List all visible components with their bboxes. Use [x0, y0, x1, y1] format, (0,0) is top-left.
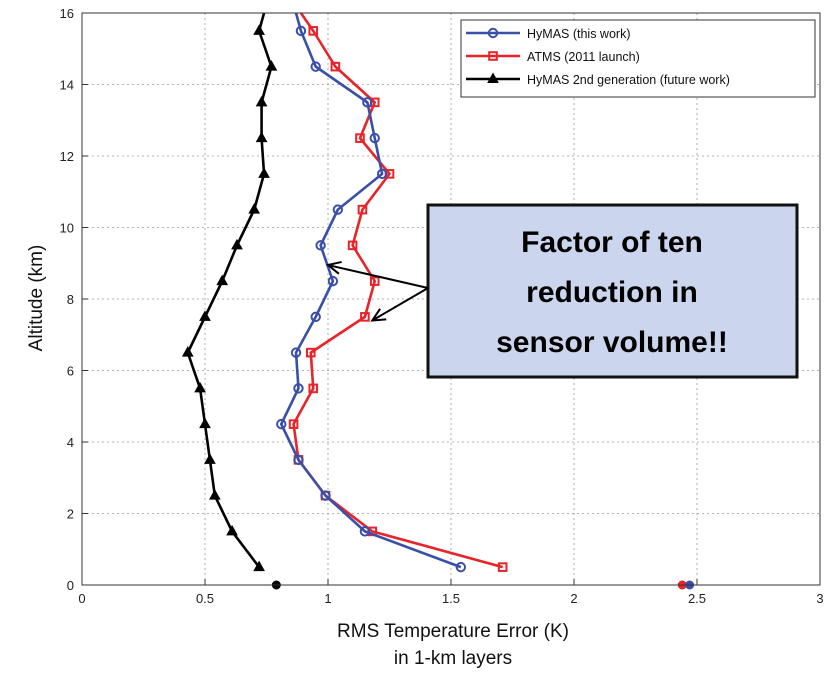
- data-point: [265, 60, 278, 71]
- y-tick-label: 6: [67, 364, 74, 379]
- data-point: [253, 560, 265, 572]
- y-tick-label: 8: [67, 292, 74, 307]
- series-triangle: [181, 12, 281, 590]
- data-point: [288, 419, 299, 429]
- data-point: [295, 25, 307, 37]
- legend-label: ATMS (2011 launch): [527, 50, 640, 64]
- legend-label: HyMAS 2nd generation (future work): [527, 73, 730, 87]
- data-point: [369, 132, 380, 144]
- x-tick-label: 1: [324, 591, 331, 606]
- data-point: [194, 381, 206, 393]
- arrow-shaft: [327, 264, 429, 289]
- data-point: [226, 524, 238, 536]
- x-tick-label: 2: [570, 591, 577, 606]
- data-point: [293, 383, 304, 394]
- ticks: 0 0.5 1 1.5 2 2.5 3 0 2 4 6 8 10 12 14 16: [60, 6, 824, 606]
- data-point: [369, 276, 380, 286]
- data-point: [248, 203, 261, 214]
- x-axis-title: RMS Temperature Error (K): [337, 621, 569, 642]
- legend-swatch-marker: [487, 27, 499, 39]
- data-point: [357, 204, 368, 215]
- data-point: [255, 95, 268, 107]
- callout-line-2: reduction in: [526, 276, 698, 309]
- y-axis-title: Altitude (km): [26, 245, 47, 352]
- series-line: [186, 12, 273, 568]
- callout-line-3: sensor volume!!: [496, 326, 728, 359]
- y-tick-label: 10: [60, 221, 74, 236]
- data-point: [330, 61, 341, 72]
- arrow-head: [370, 308, 387, 322]
- y-tick-label: 2: [67, 507, 74, 522]
- arrow-shaft: [371, 287, 429, 322]
- data-point: [327, 275, 339, 287]
- data-point: [455, 561, 467, 573]
- legend-swatch-marker: [488, 51, 498, 61]
- series-layer: [181, 12, 695, 590]
- legend: HyMAS (this work) ATMS (2011 launch) HyMAS…: [460, 19, 816, 98]
- data-point: [315, 240, 326, 251]
- y-tick-label: 14: [60, 78, 74, 93]
- data-point: [376, 168, 388, 180]
- data-point: [258, 167, 270, 178]
- data-point: [497, 562, 508, 572]
- data-point: [290, 347, 302, 358]
- x-tick-label: 0: [78, 591, 85, 606]
- data-point: [255, 131, 268, 143]
- callout-box: [426, 203, 799, 379]
- series-circle: [276, 12, 695, 590]
- data-point: [332, 204, 344, 215]
- callout: Factor of ten reduction in sensor volume…: [426, 203, 799, 379]
- x-axis-subtitle: in 1-km layers: [394, 648, 512, 669]
- data-point: [362, 97, 373, 108]
- x-tick-label: 0.5: [196, 591, 214, 606]
- data-point: [231, 238, 243, 250]
- y-tick-label: 0: [67, 578, 74, 593]
- legend-box: [460, 19, 816, 98]
- data-point: [360, 312, 370, 322]
- data-point: [199, 417, 211, 429]
- arrow-head: [325, 260, 342, 275]
- x-tick-label: 1.5: [442, 591, 460, 606]
- data-point: [359, 526, 371, 537]
- y-tick-label: 12: [60, 149, 74, 164]
- legend-swatch-marker: [487, 72, 499, 83]
- data-point: [276, 418, 287, 430]
- x-tick-label: 3: [816, 591, 823, 606]
- callout-line-1: Factor of ten: [521, 226, 703, 259]
- series-line: [279, 12, 462, 569]
- x-tick-label: 2.5: [688, 591, 706, 606]
- y-tick-label: 16: [60, 6, 74, 21]
- data-point: [216, 274, 229, 286]
- data-point: [293, 454, 304, 466]
- data-point: [208, 489, 221, 500]
- legend-label: HyMAS (this work): [527, 27, 630, 41]
- data-point: [305, 347, 316, 358]
- data-point: [310, 311, 321, 323]
- data-point: [308, 26, 319, 36]
- data-point: [355, 133, 365, 143]
- data-point: [204, 453, 216, 464]
- data-point: [347, 240, 358, 251]
- data-point: [253, 24, 265, 35]
- data-point: [308, 383, 319, 394]
- y-tick-label: 4: [67, 435, 74, 450]
- callout-arrows: [325, 260, 429, 322]
- data-point: [199, 310, 211, 321]
- data-point: [310, 61, 321, 72]
- data-point: [320, 490, 331, 501]
- data-point: [181, 346, 194, 357]
